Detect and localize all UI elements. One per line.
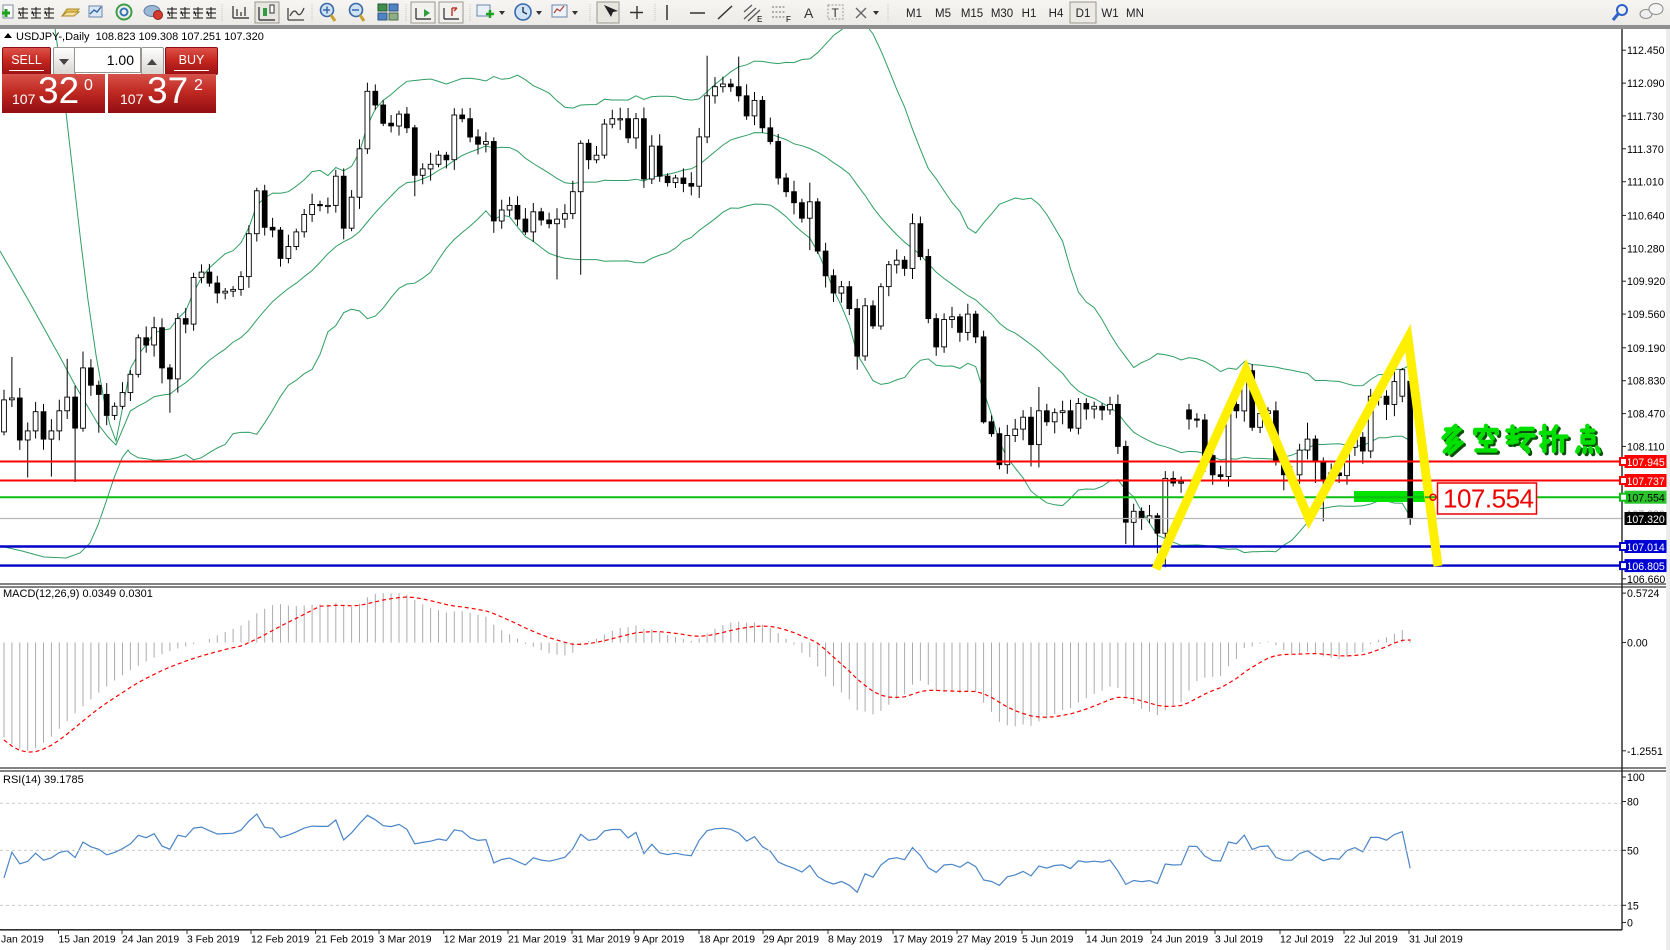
svg-text:15 Jan 2019: 15 Jan 2019 <box>59 935 116 946</box>
svg-text:108.470: 108.470 <box>1627 409 1665 421</box>
svg-text:17 May 2019: 17 May 2019 <box>893 935 953 946</box>
svg-text:100: 100 <box>1627 772 1645 784</box>
svg-text:H4: H4 <box>1049 8 1064 20</box>
svg-text:112.450: 112.450 <box>1627 45 1665 57</box>
svg-text:50: 50 <box>1627 845 1639 857</box>
svg-text:31 Jul 2019: 31 Jul 2019 <box>1409 935 1463 946</box>
svg-text:107.554: 107.554 <box>1627 493 1665 505</box>
svg-text:22 Jul 2019: 22 Jul 2019 <box>1344 935 1398 946</box>
svg-text:12 Jul 2019: 12 Jul 2019 <box>1280 935 1334 946</box>
svg-text:T: T <box>832 6 840 20</box>
svg-text:107.554: 107.554 <box>1443 484 1534 514</box>
svg-text:106.805: 106.805 <box>1627 561 1665 573</box>
svg-text:12 Feb 2019: 12 Feb 2019 <box>251 935 310 946</box>
svg-text:111.370: 111.370 <box>1627 144 1664 156</box>
svg-text:MN: MN <box>1126 8 1144 20</box>
svg-text:108.830: 108.830 <box>1627 376 1665 388</box>
svg-text:111.730: 111.730 <box>1627 111 1664 123</box>
svg-text:24 Jan 2019: 24 Jan 2019 <box>122 935 179 946</box>
svg-text:H1: H1 <box>1022 8 1037 20</box>
svg-text:3 Jul 2019: 3 Jul 2019 <box>1215 935 1263 946</box>
svg-text:21 Mar 2019: 21 Mar 2019 <box>508 935 567 946</box>
svg-text:109.190: 109.190 <box>1627 343 1665 355</box>
svg-text:18 Apr 2019: 18 Apr 2019 <box>699 935 755 946</box>
svg-text:107.737: 107.737 <box>1627 476 1665 488</box>
svg-text:109.920: 109.920 <box>1627 276 1665 288</box>
svg-text:108.110: 108.110 <box>1627 441 1665 453</box>
svg-text:27 May 2019: 27 May 2019 <box>957 935 1017 946</box>
svg-text:5 Jun 2019: 5 Jun 2019 <box>1022 935 1074 946</box>
svg-text:0.00: 0.00 <box>1627 638 1648 650</box>
svg-text:8 May 2019: 8 May 2019 <box>828 935 883 946</box>
svg-text:M15: M15 <box>961 8 983 20</box>
svg-text:15: 15 <box>1627 900 1639 912</box>
svg-text:MACD(12,26,9) 0.0349 0.0301: MACD(12,26,9) 0.0349 0.0301 <box>3 588 153 600</box>
svg-text:Jan 2019: Jan 2019 <box>1 935 44 946</box>
svg-text:M5: M5 <box>935 8 951 20</box>
svg-text:31 Mar 2019: 31 Mar 2019 <box>572 935 631 946</box>
svg-text:USDJPY-,Daily 108.823 109.308: USDJPY-,Daily 108.823 109.308 107.251 10… <box>16 31 264 43</box>
svg-text:RSI(14) 39.1785: RSI(14) 39.1785 <box>3 774 84 786</box>
svg-text:24 Jun 2019: 24 Jun 2019 <box>1151 935 1208 946</box>
svg-text:107.014: 107.014 <box>1627 542 1665 554</box>
svg-text:106.660: 106.660 <box>1627 574 1665 586</box>
svg-text:M1: M1 <box>906 8 922 20</box>
svg-text:109.560: 109.560 <box>1627 309 1665 321</box>
svg-text:14 Jun 2019: 14 Jun 2019 <box>1086 935 1143 946</box>
svg-text:-1.2551: -1.2551 <box>1627 746 1663 758</box>
svg-text:107.945: 107.945 <box>1627 457 1665 469</box>
svg-text:80: 80 <box>1627 797 1639 809</box>
svg-text:111.010: 111.010 <box>1627 177 1664 189</box>
svg-text:110.280: 110.280 <box>1627 243 1665 255</box>
svg-text:107.320: 107.320 <box>1627 514 1665 526</box>
svg-text:0: 0 <box>1627 918 1633 930</box>
svg-text:112.090: 112.090 <box>1627 78 1665 90</box>
svg-text:12 Mar 2019: 12 Mar 2019 <box>444 935 503 946</box>
svg-text:110.640: 110.640 <box>1627 210 1665 222</box>
svg-text:W1: W1 <box>1101 8 1118 20</box>
svg-text:9 Apr 2019: 9 Apr 2019 <box>634 935 684 946</box>
svg-text:A: A <box>804 5 814 21</box>
svg-text:0.5724: 0.5724 <box>1627 588 1660 600</box>
svg-text:29 Apr 2019: 29 Apr 2019 <box>763 935 819 946</box>
svg-text:21 Feb 2019: 21 Feb 2019 <box>316 935 375 946</box>
svg-text:M30: M30 <box>991 8 1013 20</box>
svg-text:3 Mar 2019: 3 Mar 2019 <box>379 935 432 946</box>
svg-text:E: E <box>757 15 762 24</box>
svg-text:D1: D1 <box>1076 8 1091 20</box>
svg-text:3 Feb 2019: 3 Feb 2019 <box>187 935 240 946</box>
svg-text:F: F <box>786 15 791 24</box>
